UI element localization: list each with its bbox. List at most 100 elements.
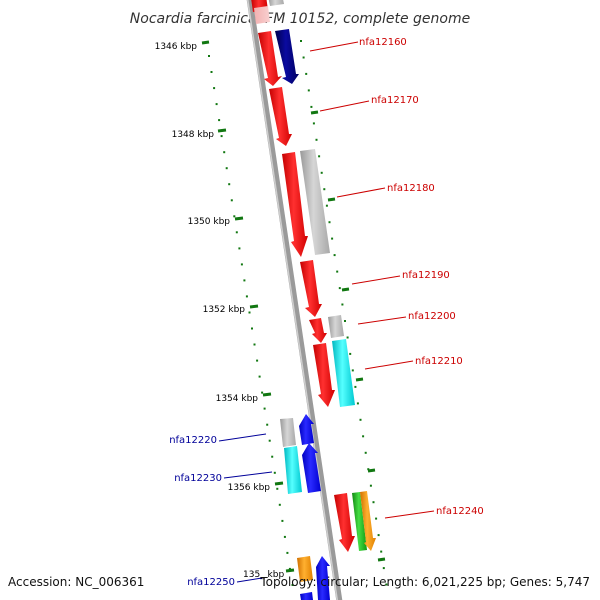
gene-arrow[interactable] [313, 343, 335, 407]
scale-dot [215, 103, 218, 106]
gene-arrow[interactable] [299, 414, 314, 445]
scale-tick [262, 392, 272, 397]
scale-dot [302, 56, 305, 59]
scale-dot [243, 279, 246, 282]
scale-dot [278, 503, 281, 506]
scale-dot [261, 391, 264, 394]
scale-dot [325, 204, 328, 207]
gene-features [251, 0, 376, 600]
gene-arrow[interactable] [297, 556, 313, 582]
scale-dot [263, 407, 266, 410]
scale-tick-label: 135_ kbp [243, 570, 284, 580]
scale-track [208, 40, 388, 586]
scale-tick-label: 1346 kbp [155, 42, 198, 52]
scale-dot [248, 311, 251, 314]
gene-arrow[interactable] [316, 556, 330, 600]
leader-line [218, 433, 267, 442]
gene-label-nfa12190[interactable]: nfa12190 [402, 270, 450, 281]
scale-dot [283, 535, 286, 538]
gene-label-nfa12200[interactable]: nfa12200 [408, 311, 456, 322]
gene-arrow[interactable] [328, 315, 344, 338]
scale-dot [230, 199, 233, 202]
scale-tick [249, 304, 259, 309]
gene-arrow[interactable] [332, 339, 355, 407]
scale-dot [218, 119, 221, 122]
scale-dot [268, 439, 271, 442]
scale-dot [385, 583, 388, 586]
gene-arrow[interactable] [360, 491, 376, 551]
scale-dot [315, 138, 318, 141]
scale-tick [341, 287, 350, 292]
scale-dot [349, 352, 352, 355]
scale-dot [318, 155, 321, 158]
scale-dot [235, 231, 238, 234]
accession-text: Accession: NC_006361 [8, 575, 144, 589]
gene-label-nfa12160[interactable]: nfa12160 [359, 37, 407, 48]
gene-arrow[interactable] [282, 152, 308, 257]
gene-label-nfa12240[interactable]: nfa12240 [436, 506, 484, 517]
gene-arrow[interactable] [352, 492, 367, 551]
gene-arrow[interactable] [302, 443, 321, 493]
leader-line [309, 41, 359, 52]
scale-tick-label: 1354 kbp [216, 394, 259, 404]
scale-dot [331, 237, 334, 240]
gene-label-nfa12230[interactable]: nfa12230 [174, 473, 222, 484]
gene-arrow[interactable] [268, 0, 284, 6]
scale-tick [327, 197, 336, 202]
scale-dot [328, 221, 331, 224]
map-title: Nocardia farcinica IFM 10152, complete g… [130, 11, 470, 27]
scale-tick [285, 568, 295, 573]
scale-dot [380, 550, 383, 553]
scale-dot [251, 327, 253, 330]
gene-label-nfa12210[interactable]: nfa12210 [415, 356, 463, 367]
scale-dot [375, 517, 378, 520]
scale-dot [223, 151, 226, 154]
scale-dot [253, 343, 256, 346]
scale-dot [233, 215, 236, 218]
gene-arrow[interactable] [254, 6, 270, 24]
scale-dot [336, 270, 339, 273]
gene-label-nfa12220[interactable]: nfa12220 [169, 435, 217, 446]
gene-arrow[interactable] [284, 446, 302, 494]
scale-dot [344, 320, 346, 322]
scale-tick-label: 1348 kbp [172, 130, 215, 140]
scale-dot [238, 247, 241, 250]
gene-arrow[interactable] [334, 493, 355, 552]
scale-dot [333, 254, 336, 257]
scale-dot [320, 171, 323, 174]
gene-arrow[interactable] [269, 87, 292, 146]
gene-arrow[interactable] [280, 418, 296, 447]
gene-arrow[interactable] [300, 149, 330, 255]
gene-arrow[interactable] [258, 31, 282, 86]
scale-ticks: 1346 kbp 1348 kbp 1350 kbp 1352 kbp 1354… [155, 40, 386, 580]
scale-tick-label: 1350 kbp [188, 217, 231, 227]
gene-label-nfa12170[interactable]: nfa12170 [371, 95, 419, 106]
genome-backbone [246, 0, 343, 600]
scale-dot [256, 359, 259, 362]
scale-dot [245, 295, 248, 298]
scale-dot [310, 105, 313, 108]
gene-arrow[interactable] [300, 592, 313, 600]
scale-dot [372, 501, 375, 504]
scale-tick [217, 128, 227, 133]
scale-dot [258, 375, 261, 378]
left-gene-labels: nfa12220 nfa12230 nfa12250 [169, 433, 273, 588]
gene-arrow[interactable] [275, 29, 299, 84]
scale-dot [359, 418, 362, 421]
scale-dot [266, 423, 269, 426]
scale-tick-label: 1356 kbp [228, 483, 271, 493]
scale-dot [276, 487, 279, 490]
scale-dot [305, 72, 308, 75]
scale-dot [369, 484, 372, 487]
gene-arrow[interactable] [309, 318, 327, 343]
gene-label-nfa12250[interactable]: nfa12250 [187, 577, 235, 588]
genome-backbone-highlight [246, 0, 339, 600]
gene-arrow[interactable] [300, 260, 322, 317]
scale-tick [377, 557, 386, 562]
scale-dot [341, 303, 344, 306]
scale-tick [234, 216, 244, 221]
gene-label-nfa12180[interactable]: nfa12180 [387, 183, 435, 194]
scale-dot [208, 55, 210, 57]
scale-tick [201, 40, 210, 45]
